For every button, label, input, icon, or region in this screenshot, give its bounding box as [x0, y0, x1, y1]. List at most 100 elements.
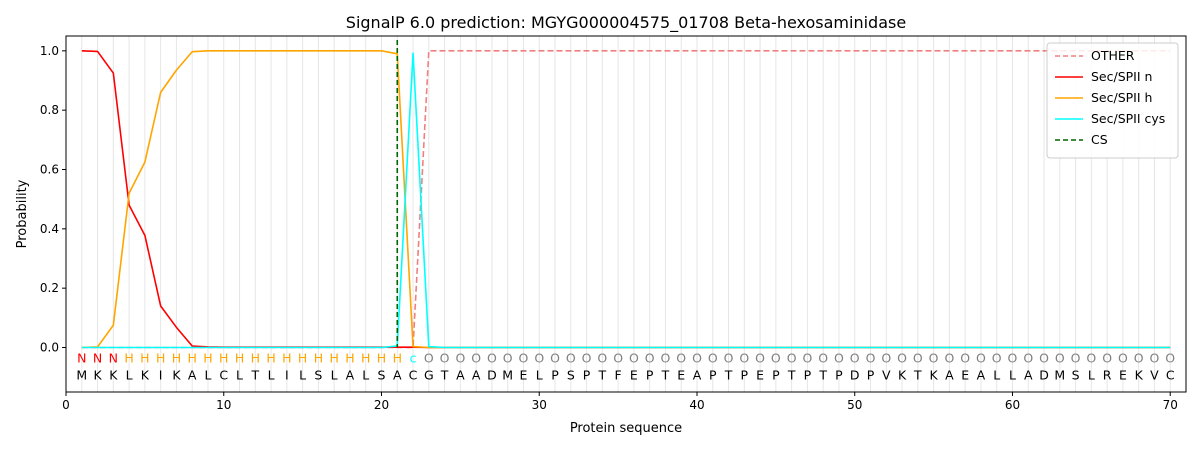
- prediction-label: H: [329, 350, 338, 365]
- prediction-label: c: [410, 350, 417, 365]
- legend-box: [1046, 42, 1179, 159]
- x-axis-label: Protein sequence: [570, 421, 682, 436]
- sequence-residue: E: [961, 368, 969, 383]
- axis-ticks: 0 10 20 30 40 50 60 70 0.0 0.2 0.4 0.6 0.8 1.0: [40, 44, 1178, 412]
- sequence-residue: P: [646, 368, 654, 383]
- prediction-label: O: [661, 350, 671, 365]
- prediction-label: O: [834, 350, 844, 365]
- prediction-label: O: [944, 350, 954, 365]
- legend-label: Sec/SPII h: [1091, 90, 1152, 105]
- sequence-residue: R: [1103, 368, 1112, 383]
- sequence-residue: T: [724, 368, 733, 383]
- prediction-label: O: [929, 350, 939, 365]
- sequence-residue: T: [598, 368, 607, 383]
- prediction-label: O: [755, 350, 765, 365]
- sequence-residue: L: [1088, 368, 1095, 383]
- y-tick-label: 0.4: [40, 222, 59, 236]
- prediction-label: O: [818, 350, 828, 365]
- prediction-label: O: [787, 350, 797, 365]
- sequence-residue: A: [346, 368, 355, 383]
- sequence-residue: M: [76, 368, 87, 383]
- prediction-label: H: [219, 350, 228, 365]
- prediction-label: O: [1023, 350, 1033, 365]
- sequence-residue: L: [204, 368, 211, 383]
- sequence-residue: L: [1009, 368, 1016, 383]
- prediction-label: O: [708, 350, 718, 365]
- sequence-residue: L: [268, 368, 275, 383]
- prediction-label: O: [519, 350, 529, 365]
- legend-label: OTHER: [1091, 48, 1135, 63]
- series-line-sec-spii-cys: [81, 52, 1171, 349]
- sequence-residue: T: [913, 368, 922, 383]
- sequence-residue: C: [1166, 368, 1175, 383]
- sequence-residue: E: [677, 368, 685, 383]
- prediction-label: N: [109, 350, 118, 365]
- sequence-residue: K: [172, 368, 181, 383]
- prediction-label: O: [1165, 350, 1175, 365]
- prediction-label: O: [550, 350, 560, 365]
- sequence-residue: K: [109, 368, 118, 383]
- sequence-residue: D: [850, 368, 860, 383]
- sequence-residue: T: [250, 368, 259, 383]
- prediction-label: O: [566, 350, 576, 365]
- sequence-residue: L: [299, 368, 306, 383]
- prediction-label: H: [156, 350, 165, 365]
- sequence-residue: T: [661, 368, 670, 383]
- sequence-residue: C: [409, 368, 418, 383]
- sequence-residue: M: [1054, 368, 1065, 383]
- prediction-label: O: [1134, 350, 1144, 365]
- legend-label: Sec/SPII cys: [1091, 111, 1165, 126]
- y-axis-label: Probability: [15, 179, 30, 248]
- series-lines: [81, 40, 1171, 349]
- sequence-residue: S: [378, 368, 386, 383]
- sequence-residue: S: [314, 368, 322, 383]
- prediction-label: O: [597, 350, 607, 365]
- prediction-label: O: [676, 350, 686, 365]
- sequence-residue: E: [756, 368, 764, 383]
- legend-label: CS: [1091, 132, 1108, 147]
- chart-title: SignalP 6.0 prediction: MGYG000004575_01…: [346, 13, 906, 33]
- sequence-residue: P: [772, 368, 780, 383]
- sequence-residue: K: [93, 368, 102, 383]
- sequence-residue: L: [993, 368, 1000, 383]
- legend-label: Sec/SPII n: [1091, 69, 1152, 84]
- sequence-residue: S: [1072, 368, 1080, 383]
- prediction-label: H: [140, 350, 149, 365]
- prediction-label: O: [487, 350, 497, 365]
- sequence-residue: A: [393, 368, 402, 383]
- sequence-residue: E: [630, 368, 638, 383]
- legend: OTHER Sec/SPII n Sec/SPII h Sec/SPII cys CS: [1046, 42, 1179, 159]
- prediction-label: O: [1118, 350, 1128, 365]
- prediction-label: O: [1008, 350, 1018, 365]
- sequence-residue: G: [424, 368, 434, 383]
- prediction-label: H: [235, 350, 244, 365]
- prediction-label: O: [739, 350, 749, 365]
- sequence-residue: P: [551, 368, 559, 383]
- x-tick-label: 20: [374, 398, 389, 412]
- sequence-residue: V: [1150, 368, 1159, 383]
- prediction-label: O: [850, 350, 860, 365]
- y-tick-label: 0.6: [40, 163, 59, 177]
- prediction-label: O: [1150, 350, 1160, 365]
- x-tick-label: 50: [847, 398, 862, 412]
- prediction-label: O: [1039, 350, 1049, 365]
- prediction-label: H: [298, 350, 307, 365]
- x-tick-label: 10: [216, 398, 231, 412]
- sequence-residue: A: [472, 368, 481, 383]
- sequence-residue: A: [456, 368, 465, 383]
- prediction-label: O: [455, 350, 465, 365]
- prediction-label: O: [1071, 350, 1081, 365]
- prediction-label: H: [124, 350, 133, 365]
- sequence-residue: T: [787, 368, 796, 383]
- prediction-label: H: [266, 350, 275, 365]
- sequence-residue: P: [709, 368, 717, 383]
- prediction-label: O: [534, 350, 544, 365]
- plot-frame: [65, 35, 1187, 393]
- x-tick-label: 30: [532, 398, 547, 412]
- prediction-label: O: [802, 350, 812, 365]
- sequence-residue: P: [741, 368, 749, 383]
- sequence-residue: D: [487, 368, 497, 383]
- prediction-label: O: [1102, 350, 1112, 365]
- prediction-label: H: [345, 350, 354, 365]
- sequence-residue: K: [141, 368, 150, 383]
